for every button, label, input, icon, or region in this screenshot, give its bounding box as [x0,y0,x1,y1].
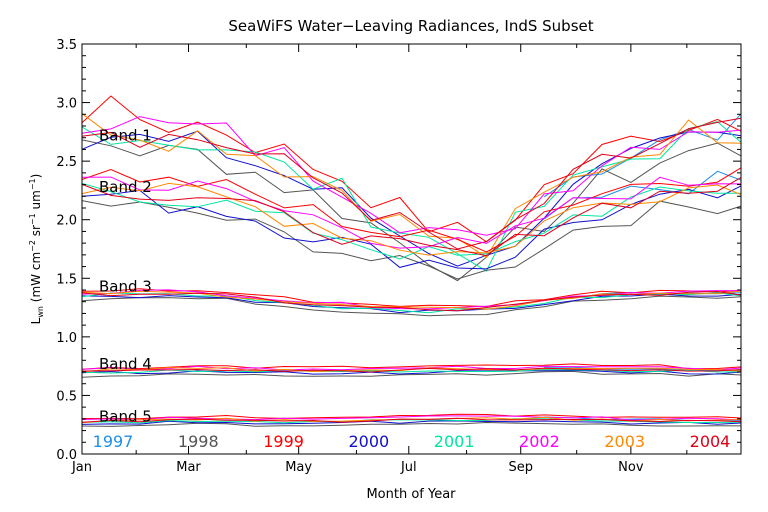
series-line-1998-band-3 [81,295,742,317]
series-line-2004-band-2 [81,176,742,257]
series-line-1998-band-4 [81,370,742,378]
series-line-2000-band-3 [81,293,742,314]
x-tick-label: May [285,460,312,475]
y-tick-label: 2.5 [56,155,77,170]
chart-title: SeaWiFS Water−Leaving Radiances, IndS Su… [228,17,593,35]
y-axis: 0.0 0.5 1.0 1.5 2.0 2.5 3.0 3.5 [56,38,741,463]
x-tick-label: Jul [400,460,417,475]
legend-entry: 1999 [263,432,304,451]
series-line-1998-band-5 [81,421,742,427]
y-tick-label: 3.0 [56,97,77,112]
series-line-2004-band-5 [81,417,742,423]
series-line-1999-band-4 [81,363,742,370]
series-line-2002-band-2 [81,176,742,249]
series-line-2003-band-2 [81,182,742,256]
legend-entry: 2003 [604,432,645,451]
legend-entry: 2002 [519,432,560,451]
series-line-2000-band-2 [81,185,742,270]
legend: 1997 1998 1999 2000 2001 2002 2003 2004 [93,432,731,451]
legend-entry: 2001 [434,432,475,451]
x-tick-label: Nov [618,460,644,475]
series-line-2002-band-5 [81,415,742,421]
y-tick-label: 2.0 [56,214,77,229]
series-line-2000-band-5 [81,420,742,425]
series-line-1999-band-5 [81,413,742,420]
series-line-2001-band-4 [81,368,742,374]
legend-entry: 1998 [178,432,219,451]
series-line-2004-band-1 [81,117,742,250]
band-label: Band 3 [99,277,152,295]
band-label: Band 5 [99,408,152,426]
legend-entry: 2000 [348,432,389,451]
y-axis-label: Lwn (mW cm−2 sr−1 um−1) [28,174,45,325]
series-line-2004-band-3 [81,290,742,312]
y-tick-label: 0.5 [56,389,77,404]
series-line-2004-band-4 [81,367,742,373]
band-labels: Band 1 Band 2 Band 3 Band 4 Band 5 [99,126,152,425]
y-tick-label: 3.5 [56,38,77,53]
x-axis-label: Month of Year [366,487,456,502]
series-lines [81,95,742,427]
y-tick-label: 1.0 [56,331,77,346]
y-tick-label: 1.5 [56,272,77,287]
series-line-1999-band-2 [81,167,742,253]
series-line-2001-band-1 [81,121,742,272]
band-label: Band 1 [99,126,152,144]
series-line-2003-band-1 [81,113,742,259]
x-tick-label: Mar [176,460,201,475]
series-line-2000-band-1 [81,130,742,267]
series-line-1998-band-2 [81,200,742,280]
series-line-1997-band-4 [544,366,742,371]
band-label: Band 2 [99,178,152,196]
series-line-2002-band-4 [81,365,742,371]
series-line-2002-band-1 [81,116,742,236]
x-tick-label: Jan [71,460,92,475]
y-tick-label: 0.0 [56,448,77,463]
legend-entry: 2004 [690,432,731,451]
x-tick-label: Sep [508,460,533,475]
band-label: Band 4 [99,355,152,373]
plot-frame [81,43,742,455]
legend-entry: 1997 [93,432,134,451]
x-axis: Jan Mar May Jul Sep Nov [71,44,688,475]
